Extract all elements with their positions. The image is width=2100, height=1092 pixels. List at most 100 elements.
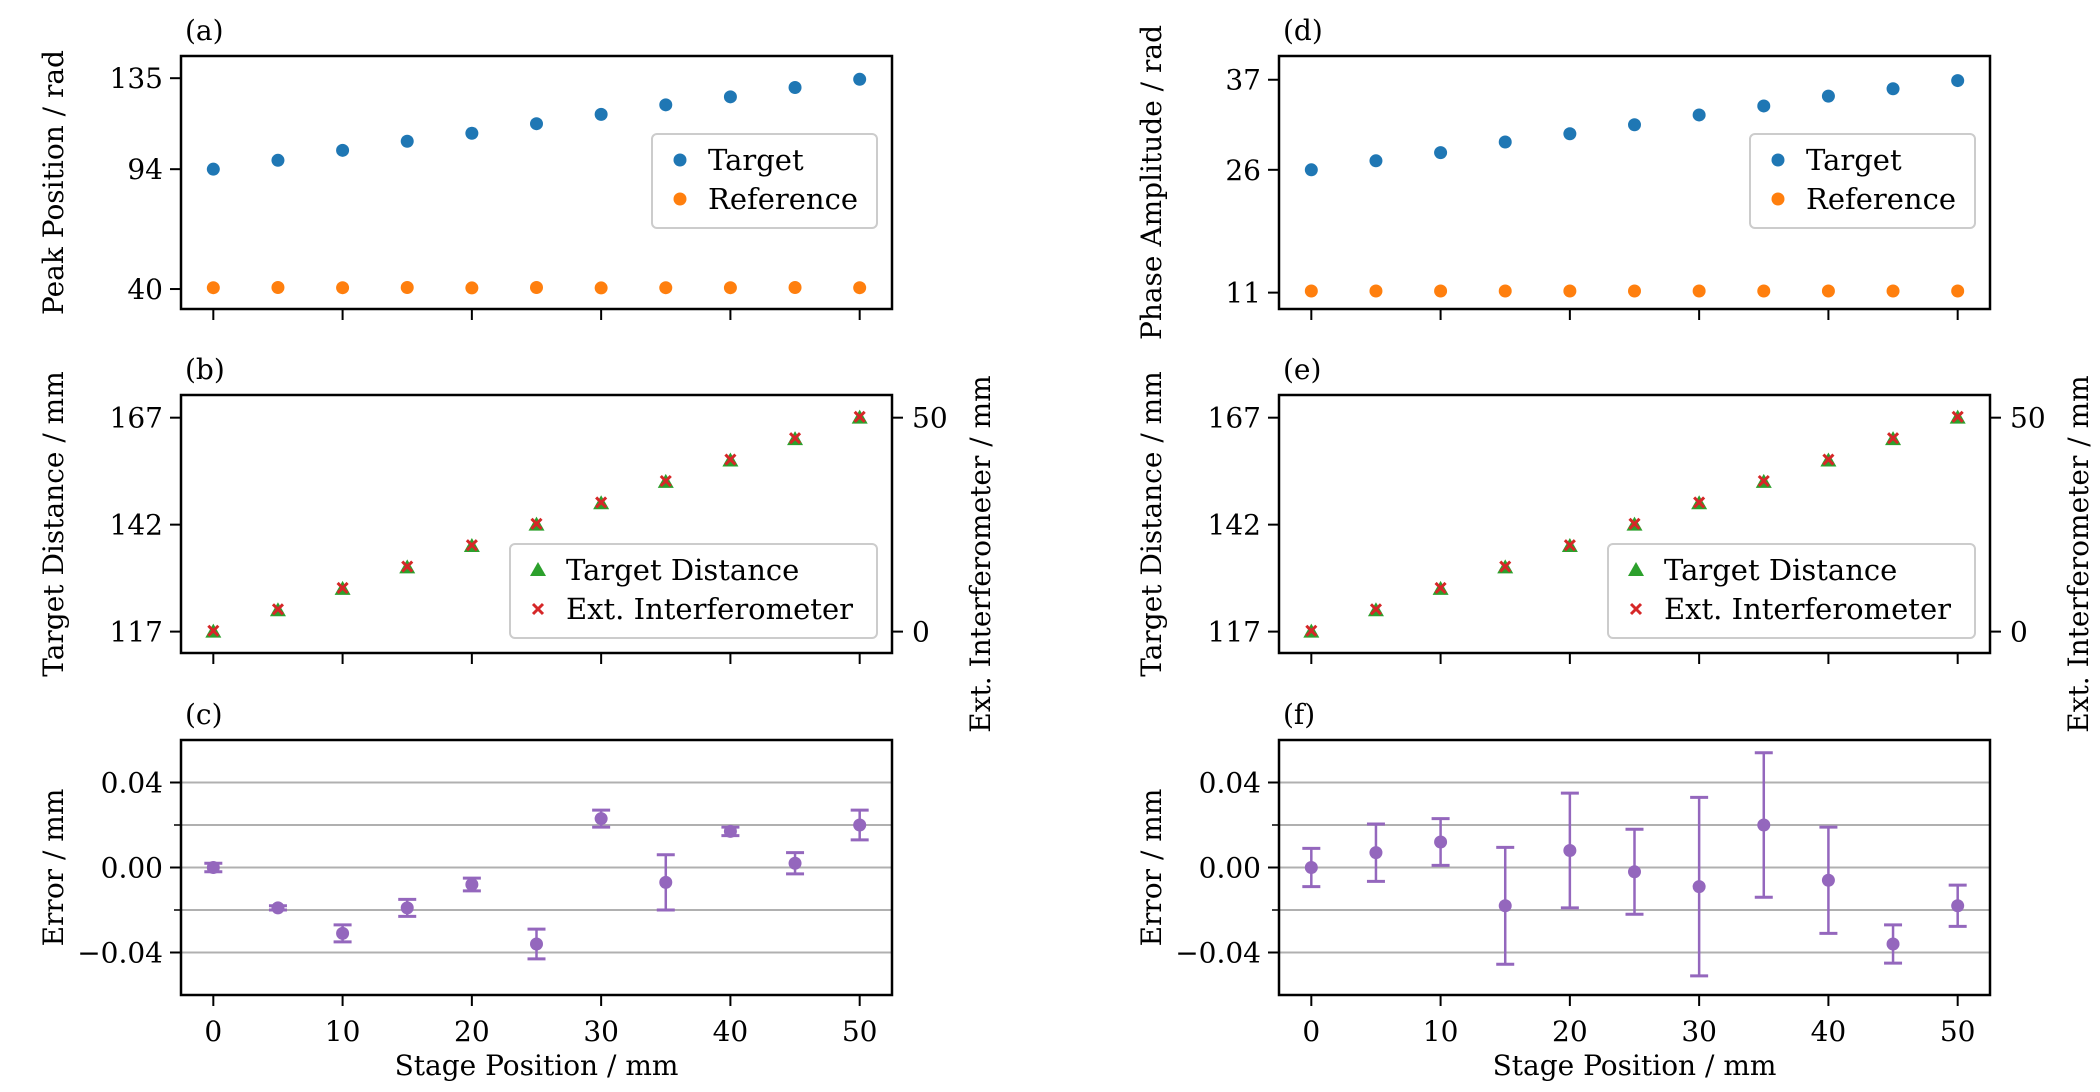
data-point (1757, 818, 1771, 832)
data-point (853, 72, 867, 86)
error-bar (527, 927, 546, 961)
legend-marker (673, 192, 687, 206)
data-point (1498, 284, 1512, 298)
axes-frame (1277, 393, 1992, 655)
error-bar (1366, 822, 1385, 883)
y-tick-label: 26 (1225, 154, 1261, 187)
y-axis-label: Error / mm (1135, 789, 1168, 947)
data-point (594, 281, 608, 295)
y-right-tick-label: 0 (912, 616, 930, 649)
data-point (465, 281, 479, 295)
error-bar (721, 824, 740, 838)
legend-label: Target Distance (566, 553, 799, 587)
y-tick-label: 135 (110, 62, 163, 95)
error-bar (786, 851, 805, 876)
data-point-x (1628, 517, 1641, 530)
legend-label: Reference (1806, 182, 1956, 216)
data-point (1628, 118, 1641, 132)
data-point-x (1499, 560, 1512, 573)
data-point (271, 901, 285, 915)
error-bar (1560, 791, 1579, 910)
data-point (1951, 284, 1965, 298)
x-tick-label: 30 (1681, 1015, 1717, 1048)
data-point (1369, 846, 1383, 860)
x-tick-label: 40 (1811, 1015, 1847, 1048)
data-point (206, 162, 220, 176)
data-point (206, 861, 220, 874)
data-point (1563, 284, 1577, 298)
error-bar (1819, 825, 1838, 935)
data-point-x (853, 410, 866, 423)
legend-marker (1629, 602, 1643, 616)
panel-label: (d) (1283, 14, 1323, 47)
panel-b: (b) 117 142 167 0 50 Target Distance / mm Ext. … (37, 353, 997, 733)
axes-frame (179, 54, 894, 311)
y-tick-label: 142 (1208, 509, 1261, 542)
data-point (659, 875, 673, 889)
x-tick-label: 20 (1552, 1015, 1588, 1048)
data-point (1563, 127, 1577, 141)
data-point (1304, 861, 1318, 874)
y-right-tick-label: 50 (912, 402, 948, 435)
data-point (465, 126, 479, 140)
y-right-tick-label: 50 (2010, 402, 2046, 435)
legend-marker (530, 562, 546, 576)
data-point-x (1951, 410, 1964, 423)
panel-e: (e) 117 142 167 0 50 Target Distance / mm Ext. … (1135, 353, 2095, 733)
y-right-axis-label: Ext. Interferometer / mm (964, 375, 997, 732)
data-point-x (530, 517, 543, 530)
legend-box (1607, 543, 1976, 639)
legend: Target Reference (651, 133, 878, 229)
data-point (1886, 82, 1900, 96)
y-axis-label: Error / mm (37, 789, 70, 947)
x-axis-label: Stage Position / mm (1493, 1049, 1777, 1082)
data-point-x (595, 496, 608, 509)
error-bar (268, 901, 287, 915)
data-point-x (724, 453, 737, 466)
data-point (271, 153, 285, 167)
data-point (400, 280, 414, 294)
data-point-x (788, 432, 802, 445)
x-axis-label: Stage Position / mm (395, 1049, 679, 1082)
axes-frame (179, 738, 894, 997)
legend: Target Distance Ext. Interferometer (509, 543, 878, 639)
data-point (659, 281, 673, 295)
data-point (659, 98, 673, 112)
data-point (1951, 899, 1965, 913)
data-point (723, 90, 737, 104)
data-point-x (659, 474, 672, 488)
data-point (1369, 284, 1383, 298)
panel-label: (b) (185, 353, 225, 386)
y-right-tick-label: 0 (2010, 616, 2028, 649)
data-point (853, 281, 867, 295)
x-tick-label: 0 (1302, 1015, 1320, 1048)
y-tick-label: 142 (110, 509, 163, 542)
legend-label: Target (1806, 143, 1902, 177)
data-point-x (1434, 581, 1447, 595)
data-point (1821, 873, 1835, 887)
data-point (1304, 163, 1318, 177)
x-tick-label: 20 (454, 1015, 490, 1048)
legend-marker (1771, 192, 1785, 206)
y-tick-label: 117 (1208, 616, 1261, 649)
data-point (1757, 99, 1771, 113)
panel-label: (a) (185, 14, 224, 47)
data-point-x (1886, 432, 1900, 445)
data-point (1434, 146, 1448, 160)
data-point-x (1369, 603, 1383, 616)
y-tick-label: 40 (127, 273, 163, 306)
error-bar (1884, 923, 1903, 965)
panel-label: (e) (1283, 353, 1321, 386)
error-bar (1690, 795, 1709, 978)
legend-label: Target (708, 143, 804, 177)
data-point (1886, 937, 1900, 951)
panel-d: (d) 11 26 37 Phase Amplitude / rad Target Refe… (1135, 14, 1992, 340)
data-point (1692, 880, 1706, 894)
data-point (465, 878, 479, 891)
error-bar (1431, 817, 1450, 867)
x-tick-label: 40 (713, 1015, 749, 1048)
data-point (1692, 108, 1706, 122)
y-axis-label: Peak Position / rad (37, 50, 70, 315)
data-point (530, 937, 543, 951)
